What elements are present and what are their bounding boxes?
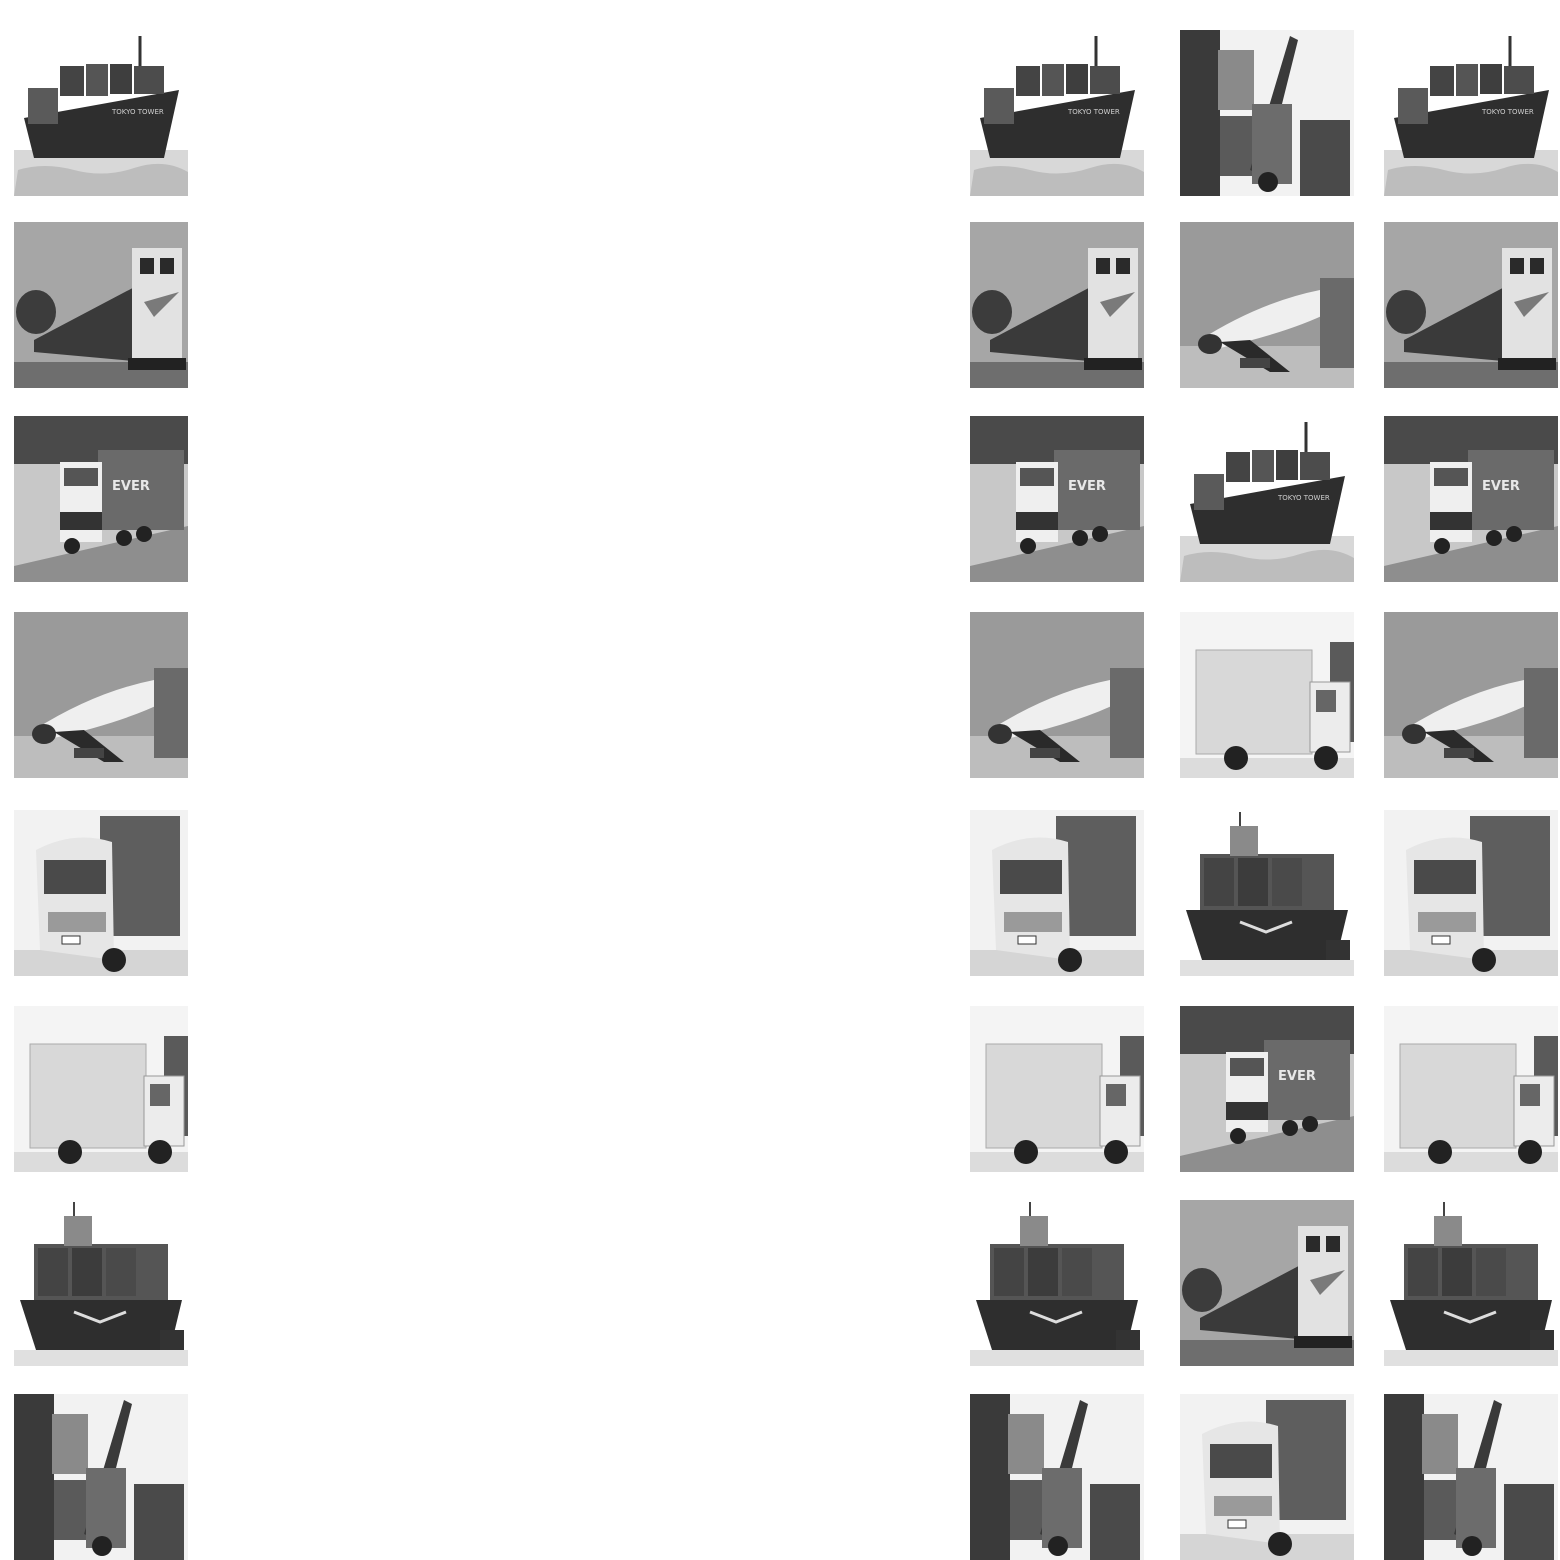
grid-image-box-truck bbox=[1180, 612, 1354, 778]
grid-image-box-truck bbox=[970, 1006, 1144, 1172]
grid-image-ship-side: TOKYO TOWER bbox=[14, 30, 188, 196]
svg-text:TOKYO TOWER: TOKYO TOWER bbox=[1067, 108, 1120, 116]
forklift-containers-photo bbox=[1180, 30, 1354, 196]
grid-image-box-truck bbox=[14, 1006, 188, 1172]
airplane-photo bbox=[1180, 222, 1354, 388]
grid-image-box-truck bbox=[1384, 1006, 1558, 1172]
svg-text:EVER: EVER bbox=[112, 479, 150, 494]
grid-image-truck-evergreen: EVER bbox=[14, 416, 188, 582]
ship-side-photo: TOKYO TOWER bbox=[970, 30, 1144, 196]
grid-image-ship-side: TOKYO TOWER bbox=[970, 30, 1144, 196]
grid-image-train bbox=[14, 222, 188, 388]
ship-front-photo bbox=[970, 1200, 1144, 1366]
ship-front-photo bbox=[1180, 810, 1354, 976]
grid-image-cab-truck bbox=[970, 810, 1144, 976]
svg-text:TOKYO TOWER: TOKYO TOWER bbox=[1481, 108, 1534, 116]
box-truck-photo bbox=[14, 1006, 188, 1172]
grid-image-train bbox=[970, 222, 1144, 388]
truck-evergreen-photo: EVER bbox=[1180, 1006, 1354, 1172]
svg-text:TOKYO TOWER: TOKYO TOWER bbox=[111, 108, 164, 116]
ship-front-photo bbox=[14, 1200, 188, 1366]
grid-image-train bbox=[1180, 1200, 1354, 1366]
grid-image-forklift-containers bbox=[14, 1394, 188, 1560]
ship-side-photo: TOKYO TOWER bbox=[1384, 30, 1558, 196]
grid-image-ship-front bbox=[14, 1200, 188, 1366]
forklift-containers-photo bbox=[14, 1394, 188, 1560]
airplane-photo bbox=[14, 612, 188, 778]
grid-image-ship-front bbox=[1180, 810, 1354, 976]
cab-truck-photo bbox=[14, 810, 188, 976]
svg-text:EVER: EVER bbox=[1068, 479, 1106, 494]
svg-text:EVER: EVER bbox=[1482, 479, 1520, 494]
box-truck-photo bbox=[1180, 612, 1354, 778]
train-photo bbox=[1384, 222, 1558, 388]
cab-truck-photo bbox=[970, 810, 1144, 976]
grid-image-forklift-containers bbox=[1384, 1394, 1558, 1560]
grid-image-ship-front bbox=[970, 1200, 1144, 1366]
ship-side-photo: TOKYO TOWER bbox=[1180, 416, 1354, 582]
grid-image-truck-evergreen: EVER bbox=[1384, 416, 1558, 582]
grid-image-airplane bbox=[1384, 612, 1558, 778]
grid-image-forklift-containers bbox=[970, 1394, 1144, 1560]
airplane-photo bbox=[970, 612, 1144, 778]
grid-image-cab-truck bbox=[1180, 1394, 1354, 1560]
grid-image-truck-evergreen: EVER bbox=[1180, 1006, 1354, 1172]
truck-evergreen-photo: EVER bbox=[14, 416, 188, 582]
ship-side-photo: TOKYO TOWER bbox=[14, 30, 188, 196]
forklift-containers-photo bbox=[1384, 1394, 1558, 1560]
box-truck-photo bbox=[970, 1006, 1144, 1172]
ship-front-photo bbox=[1384, 1200, 1558, 1366]
grid-image-forklift-containers bbox=[1180, 30, 1354, 196]
grid-image-airplane bbox=[14, 612, 188, 778]
train-photo bbox=[970, 222, 1144, 388]
airplane-photo bbox=[1384, 612, 1558, 778]
cab-truck-photo bbox=[1384, 810, 1558, 976]
cab-truck-photo bbox=[1180, 1394, 1354, 1560]
grid-image-airplane bbox=[970, 612, 1144, 778]
grid-image-cab-truck bbox=[14, 810, 188, 976]
grid-image-cab-truck bbox=[1384, 810, 1558, 976]
grid-image-train bbox=[1384, 222, 1558, 388]
svg-text:TOKYO TOWER: TOKYO TOWER bbox=[1277, 494, 1330, 502]
svg-text:EVER: EVER bbox=[1278, 1069, 1316, 1084]
grid-image-ship-side: TOKYO TOWER bbox=[1384, 30, 1558, 196]
grid-image-ship-side: TOKYO TOWER bbox=[1180, 416, 1354, 582]
grid-image-airplane bbox=[1180, 222, 1354, 388]
truck-evergreen-photo: EVER bbox=[970, 416, 1144, 582]
train-photo bbox=[14, 222, 188, 388]
grid-image-truck-evergreen: EVER bbox=[970, 416, 1144, 582]
train-photo bbox=[1180, 1200, 1354, 1366]
truck-evergreen-photo: EVER bbox=[1384, 416, 1558, 582]
box-truck-photo bbox=[1384, 1006, 1558, 1172]
forklift-containers-photo bbox=[970, 1394, 1144, 1560]
grid-image-ship-front bbox=[1384, 1200, 1558, 1366]
